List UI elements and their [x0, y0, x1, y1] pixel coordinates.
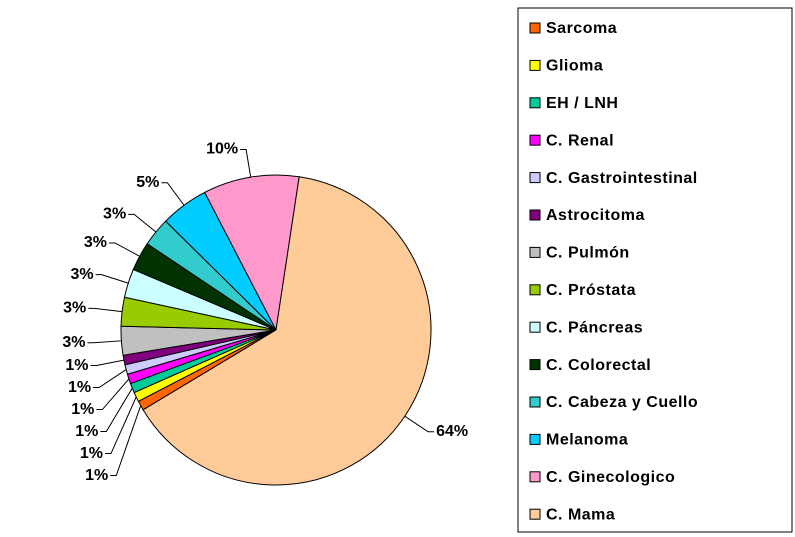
leader-line	[96, 378, 130, 411]
legend-swatch	[529, 209, 541, 221]
legend-swatch	[529, 22, 541, 34]
data-label: 3%	[70, 266, 93, 283]
legend-swatch	[529, 471, 541, 483]
leader-line	[161, 182, 185, 206]
leader-line	[93, 369, 127, 389]
legend-swatch	[529, 97, 541, 109]
legend-label: C. Ginecologico	[546, 469, 675, 486]
pie-slice	[203, 174, 300, 332]
legend-box	[517, 7, 793, 533]
data-label: 64%	[436, 423, 468, 440]
data-label: 3%	[103, 206, 126, 223]
legend-swatch	[529, 396, 541, 408]
legend-swatch	[529, 172, 541, 184]
leader-line	[404, 415, 435, 433]
leader-line	[240, 148, 252, 178]
legend-swatch	[529, 134, 541, 146]
legend-swatch	[529, 433, 541, 445]
legend-label: C. Mama	[546, 506, 615, 523]
leader-line	[128, 213, 157, 233]
legend-label: C. Pulmón	[546, 245, 630, 262]
legend-label: EH / LNH	[546, 95, 618, 112]
legend-label: Astrocitoma	[546, 207, 645, 224]
legend-label: Glioma	[546, 58, 603, 75]
legend-swatch	[529, 284, 541, 296]
legend-swatch	[529, 359, 541, 371]
leader-line	[109, 242, 140, 257]
data-label: 3%	[84, 234, 107, 251]
data-label: 1%	[68, 379, 91, 396]
legend-label: Sarcoma	[546, 20, 617, 37]
data-label: 3%	[62, 334, 85, 351]
legend-label: Melanoma	[546, 432, 628, 449]
legend-label: C. Renal	[546, 132, 614, 149]
legend-label: C. Páncreas	[546, 319, 643, 336]
leader-line	[104, 396, 137, 455]
data-label: 1%	[75, 423, 98, 440]
leader-line	[87, 340, 122, 344]
data-label: 1%	[71, 401, 94, 418]
leader-line	[110, 405, 142, 477]
data-label: 1%	[65, 357, 88, 374]
data-label: 10%	[206, 141, 238, 158]
legend-label: C. Cabeza y Cuello	[546, 394, 698, 411]
pie-slice	[142, 176, 432, 486]
legend-swatch	[529, 321, 541, 333]
legend-swatch	[529, 508, 541, 520]
leader-line	[95, 274, 129, 284]
legend-label: C. Próstata	[546, 282, 636, 299]
leader-line	[90, 359, 125, 367]
data-label: 1%	[85, 467, 108, 484]
legend-swatch	[529, 246, 541, 258]
legend-label: C. Gastrointestinal	[546, 170, 698, 187]
data-label: 3%	[63, 300, 86, 317]
data-label: 1%	[80, 445, 103, 462]
leader-line	[100, 387, 133, 433]
leader-line	[88, 307, 123, 313]
legend-label: C. Colorectal	[546, 357, 651, 374]
legend-swatch	[529, 59, 541, 71]
data-label: 5%	[136, 174, 159, 191]
